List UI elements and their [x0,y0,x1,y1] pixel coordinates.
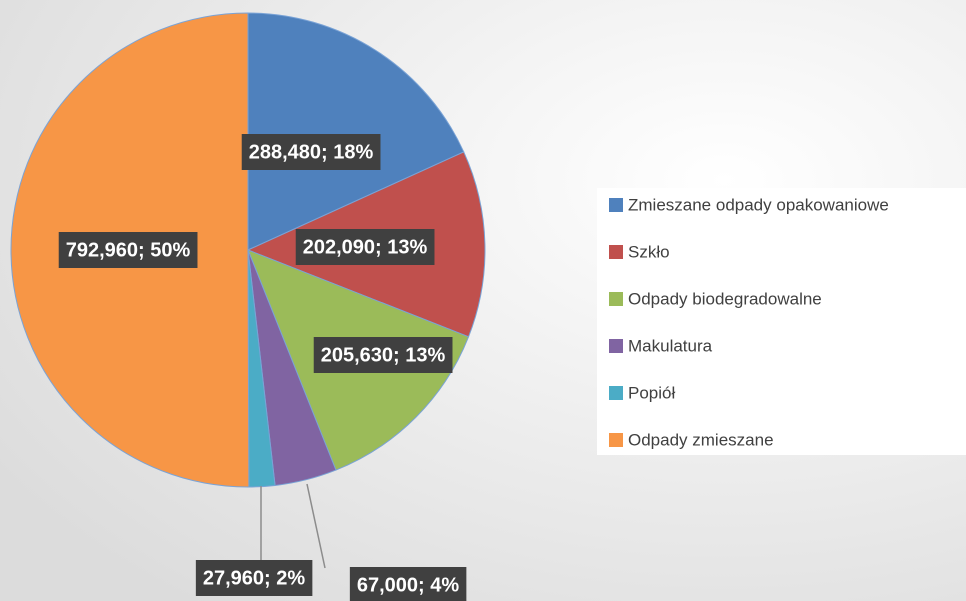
data-label-box [295,229,435,265]
leader-line [306,483,326,569]
pie-slice [247,12,465,251]
data-label: 205,630; 13% [321,344,446,366]
data-label-box [349,567,467,601]
data-label-box [195,560,313,596]
legend-swatch [609,292,623,306]
legend-box [597,188,966,455]
data-label: 67,000; 4% [357,574,460,596]
legend-label: Makulatura [628,336,713,355]
legend-swatch [609,245,623,259]
data-label: 27,960; 2% [203,567,306,589]
legend-swatch [609,386,623,400]
legend-swatch [609,198,623,212]
data-label-box [58,232,198,268]
legend-label: Popiół [628,383,675,402]
data-label-box [313,337,453,373]
legend-label: Odpady zmieszane [628,430,774,449]
data-label: 288,480; 18% [249,141,374,163]
legend-label: Zmieszane odpady opakowaniowe [628,195,889,214]
data-label: 202,090; 13% [303,236,428,258]
data-label-box [241,134,381,170]
data-label: 792,960; 50% [66,239,191,261]
legend-swatch [609,433,623,447]
legend-swatch [609,339,623,353]
legend-label: Szkło [628,242,670,261]
legend-label: Odpady biodegradowalne [628,289,822,308]
